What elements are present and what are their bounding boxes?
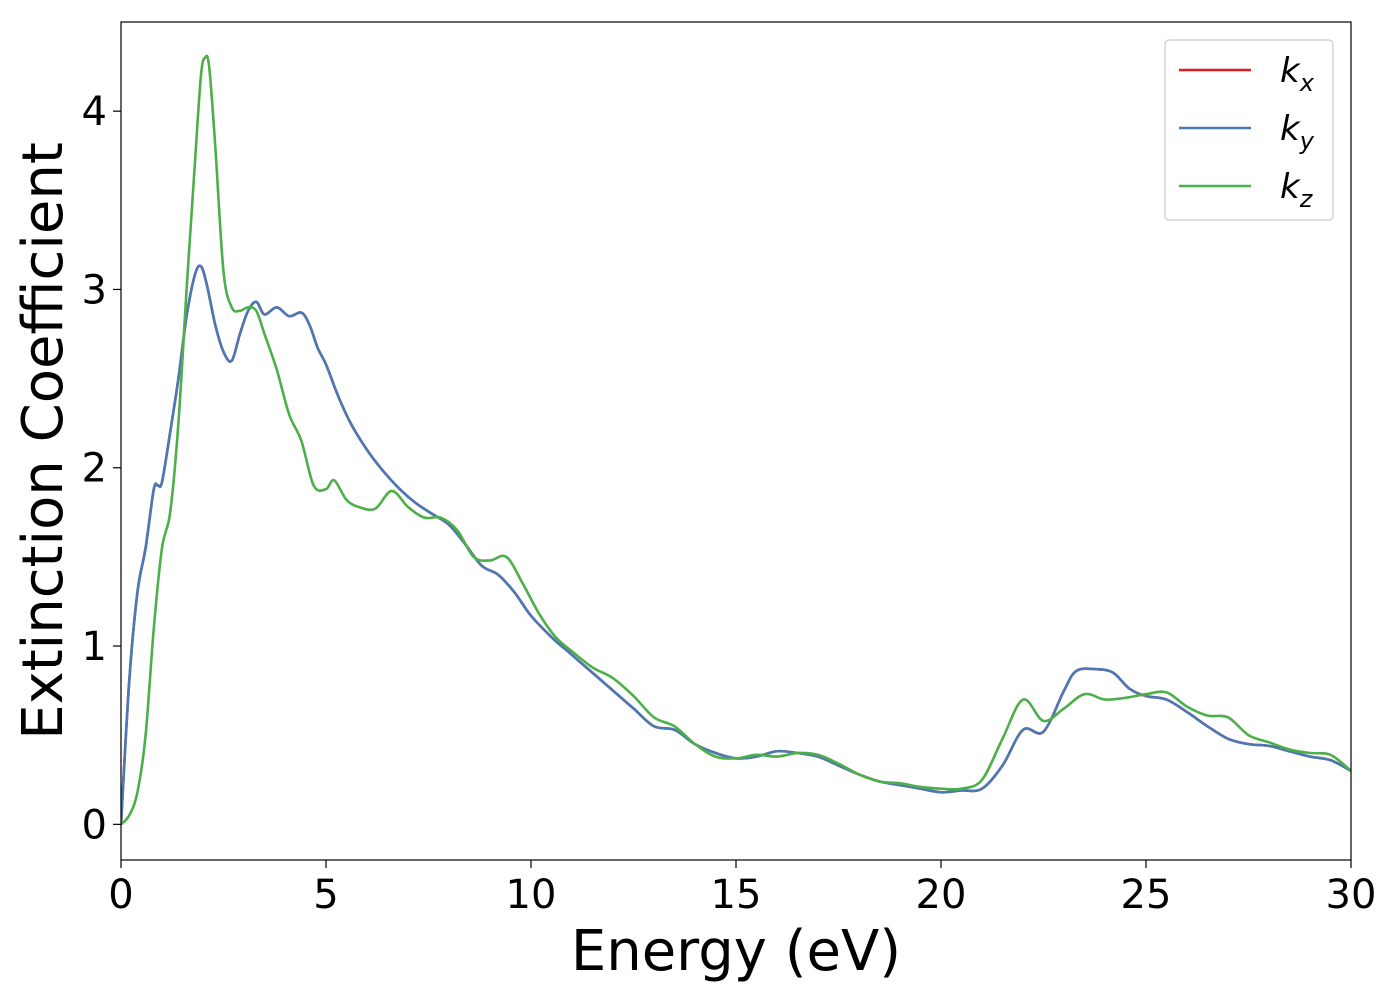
x-tick-label: 10 — [506, 872, 557, 918]
legend-box — [1164, 39, 1334, 221]
legend-label-kx: kx — [1280, 51, 1315, 97]
series-line-ky — [121, 264, 1351, 826]
y-axis-ticks: 0 1 2 3 4 — [82, 89, 121, 848]
x-tick-label: 25 — [1121, 872, 1172, 918]
x-tick-label: 5 — [313, 872, 338, 918]
x-tick-label: 20 — [916, 872, 967, 918]
x-tick-label: 15 — [711, 872, 762, 918]
y-tick-label: 1 — [82, 624, 107, 670]
y-tick-label: 2 — [82, 446, 107, 492]
y-tick-label: 4 — [82, 89, 107, 135]
y-tick-label: 0 — [82, 802, 107, 848]
x-tick-label: 30 — [1326, 872, 1377, 918]
x-axis-label: Energy (eV) — [571, 919, 901, 984]
y-axis-label: Extinction Coefficient — [11, 142, 76, 740]
x-axis-ticks: 0 5 10 15 20 25 30 — [108, 860, 1376, 918]
series-line-kz — [121, 54, 1351, 826]
x-tick-label: 0 — [108, 872, 133, 918]
y-tick-label: 3 — [82, 267, 107, 313]
series-lines — [121, 54, 1351, 826]
legend-label-ky: ky — [1280, 109, 1315, 155]
